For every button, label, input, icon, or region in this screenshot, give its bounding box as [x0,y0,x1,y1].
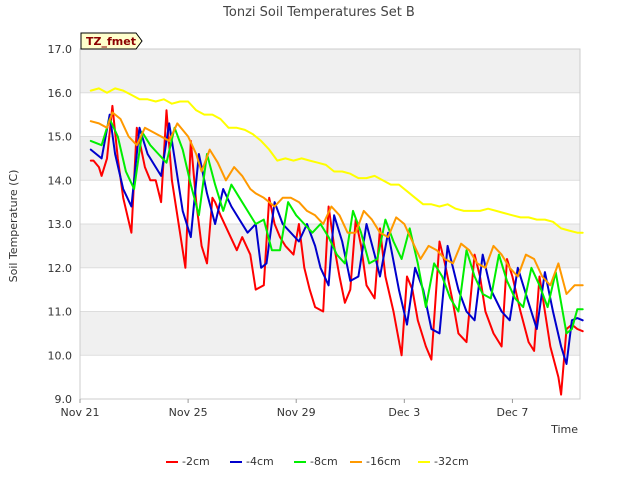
y-tick-label: 10.0 [48,349,73,362]
y-tick-label: 14.0 [48,174,73,187]
background-band [80,49,580,93]
series-line-4cmcm [89,113,584,365]
legend-label: -2cm [182,455,210,468]
legend-label: -32cm [434,455,469,468]
x-tick-label: Dec 7 [497,406,529,419]
legend-label: -16cm [366,455,401,468]
plot-frame [79,48,581,400]
legend-label: -8cm [310,455,338,468]
background-band [80,311,580,356]
series-line-32cmcm [89,87,584,234]
background-band [80,136,580,181]
y-tick-label: 13.0 [48,218,73,231]
legend-label: -4cm [246,455,274,468]
chart-title: Tonzi Soil Temperatures Set B [222,5,415,20]
x-axis-label: Time [550,423,578,436]
y-tick-label: 9.0 [55,393,73,406]
x-tick-label: Nov 29 [277,406,316,419]
y-axis-ticks: 9.0 10.0 11.0 12.0 13.0 14.0 15.0 16.0 17.0 [48,43,73,406]
site-label-shape [80,32,143,50]
series-line-2cmcm [89,104,584,396]
y-tick-label: 11.0 [48,306,73,319]
y-axis-label: Soil Temperature (C) [7,170,20,283]
y-tick-label: 16.0 [48,87,73,100]
background-bands [80,49,580,356]
x-tick-label: Nov 25 [169,406,208,419]
series-layer [89,87,584,396]
site-label-box: TZ_fmet [80,32,143,50]
legend: -2cm -4cm -8cm -16cm -32cm [166,455,469,468]
x-tick-label: Nov 21 [61,406,100,419]
series-line-8cmcm [89,118,584,335]
y-tick-label: 15.0 [48,131,73,144]
site-label: TZ_fmet [86,35,136,48]
series-line-16cmcm [89,111,584,295]
y-tick-label: 12.0 [48,262,73,275]
y-tick-label: 17.0 [48,43,73,56]
x-tick-label: Dec 3 [388,406,420,419]
x-axis-ticks: Nov 21 Nov 25 Nov 29 Dec 3 Dec 7 [61,399,529,419]
